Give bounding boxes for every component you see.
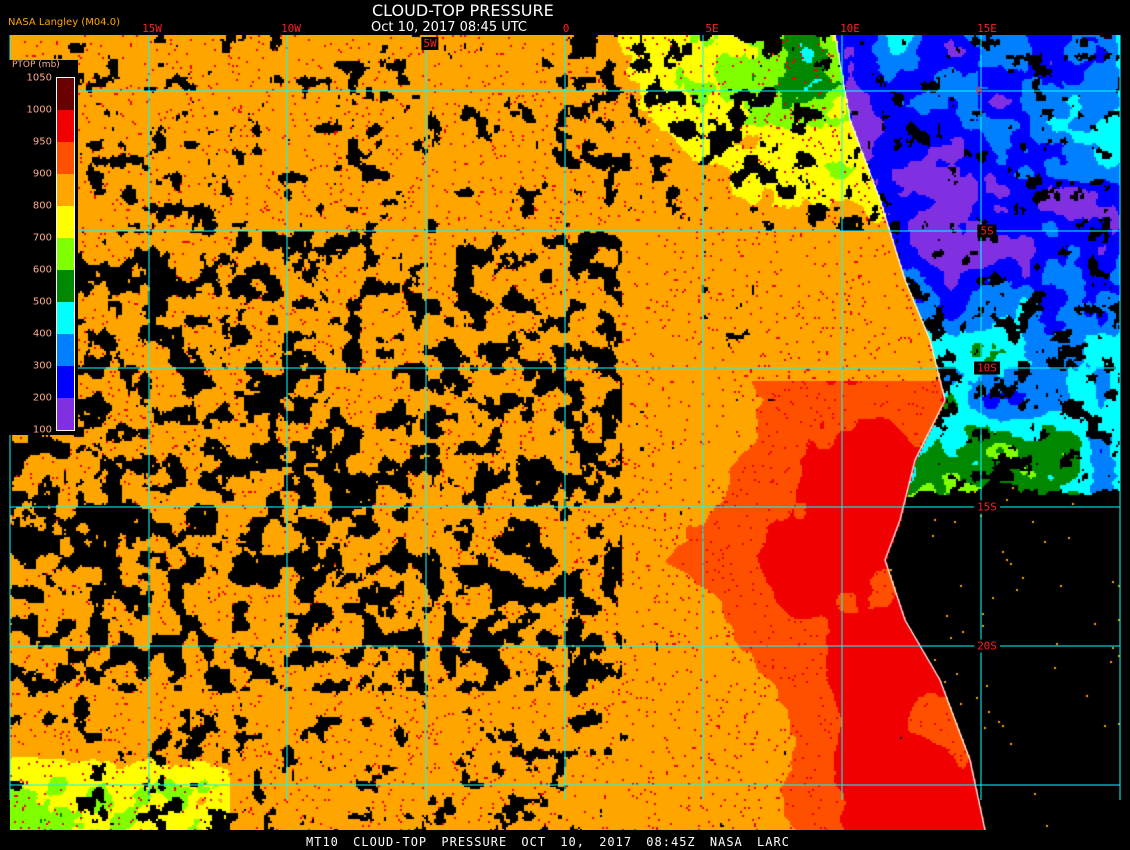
legend-label: 100 xyxy=(32,424,52,436)
legend-label: 500 xyxy=(32,296,52,308)
lat-label: 15S xyxy=(974,500,1000,514)
lon-label: 10W xyxy=(281,22,301,35)
legend-band xyxy=(57,334,74,366)
lat-label: 0 xyxy=(975,84,983,98)
credit-label: NASA Langley (M04.0) xyxy=(8,17,120,28)
legend-band xyxy=(57,270,74,302)
legend-band xyxy=(57,302,74,334)
legend-band xyxy=(57,110,74,142)
lon-label: 0 xyxy=(562,22,570,35)
legend-label: 600 xyxy=(32,264,52,276)
legend-title: PTOP (mb) xyxy=(12,60,60,70)
map-datetime: Oct 10, 2017 08:45 UTC xyxy=(371,20,527,35)
lon-label: 10E xyxy=(840,22,860,35)
legend-label: 400 xyxy=(32,328,52,340)
lon-label: 5E xyxy=(705,22,719,35)
lat-label: 20S xyxy=(974,639,1000,653)
cloud-top-pressure-map xyxy=(10,35,1120,830)
lat-label: 10S xyxy=(974,361,1000,375)
legend-band xyxy=(57,238,74,270)
legend-label: 1050 xyxy=(26,72,52,84)
legend-colorbar xyxy=(56,77,75,431)
legend-label: 700 xyxy=(32,232,52,244)
lon-label: 5W xyxy=(421,37,439,50)
legend-label: 950 xyxy=(32,136,52,148)
pressure-legend: PTOP (mb) 1050 1000 950 900 800 700 600 500 400 3… xyxy=(8,60,78,436)
legend-band xyxy=(57,142,74,174)
legend-band xyxy=(57,206,74,238)
map-title: CLOUD-TOP PRESSURE xyxy=(372,1,554,20)
lat-label: 5S xyxy=(977,224,997,238)
legend-label: 800 xyxy=(32,200,52,212)
footer-caption: MT10 CLOUD-TOP PRESSURE OCT 10, 2017 08:… xyxy=(306,835,790,849)
legend-band xyxy=(57,174,74,206)
legend-band xyxy=(57,78,74,110)
legend-label: 900 xyxy=(32,168,52,180)
lon-label: 15W xyxy=(142,22,162,35)
lon-label: 15E xyxy=(977,22,997,35)
legend-band xyxy=(57,366,74,398)
legend-label: 300 xyxy=(32,360,52,372)
legend-label: 1000 xyxy=(26,104,52,116)
legend-label: 200 xyxy=(32,392,52,404)
legend-band xyxy=(57,398,74,430)
